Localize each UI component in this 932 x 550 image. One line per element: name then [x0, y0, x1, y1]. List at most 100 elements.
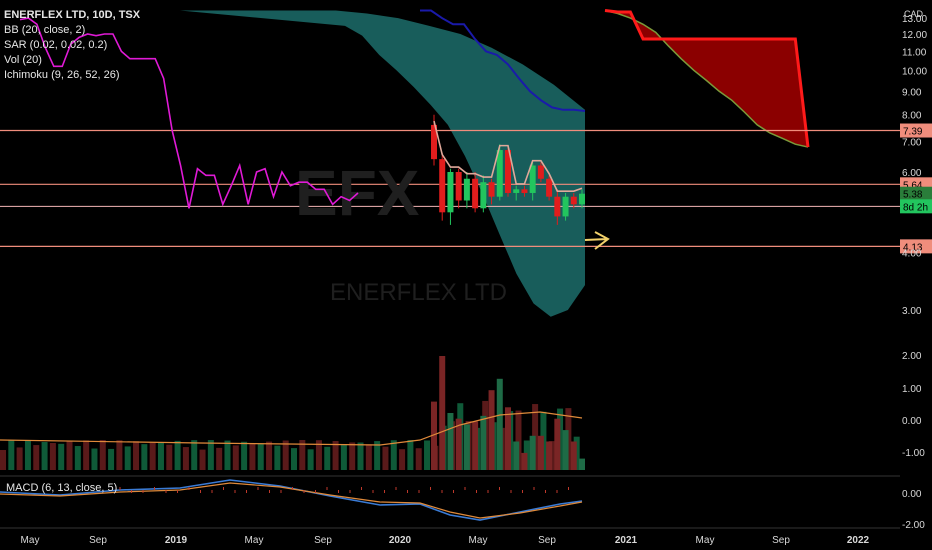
volume-bar: [315, 440, 322, 470]
indicator-sar[interactable]: SAR (0.02, 0.02, 0.2): [4, 39, 108, 51]
volume-bar: [515, 410, 522, 470]
volume-bar: [216, 447, 223, 470]
volume-bar: [41, 442, 48, 470]
volume-bar: [374, 441, 381, 470]
candle-body: [447, 172, 454, 213]
volume-tick: -1.00: [902, 448, 925, 459]
volume-bar: [447, 413, 454, 470]
price-tick: 7.00: [902, 137, 922, 148]
volume-bar: [124, 446, 131, 470]
macd-signal-line: [0, 482, 583, 519]
volume-bar: [49, 443, 56, 470]
volume-tick: 2.00: [902, 351, 922, 362]
candle-body: [521, 189, 528, 193]
volume-bar: [357, 442, 364, 470]
volume-bar: [415, 448, 422, 470]
x-tick-label: May: [469, 535, 488, 546]
x-tick-label: May: [245, 535, 264, 546]
price-label: 4.13: [903, 242, 923, 253]
price-tick: 13.00: [902, 14, 927, 25]
ichimoku-span-b: [604, 9, 810, 148]
volume-bar: [16, 447, 23, 470]
price-tick: 6.00: [902, 168, 922, 179]
volume-bar: [282, 440, 289, 470]
candle-body: [439, 159, 446, 213]
volume-bar: [579, 458, 585, 470]
annotation-arrow: [584, 231, 610, 250]
indicator-ichimoku[interactable]: Ichimoku (9, 26, 52, 26): [4, 69, 120, 81]
volume-bar: [365, 444, 372, 470]
price-badge-bg: [900, 199, 932, 214]
volume-bar: [249, 443, 256, 470]
candle-body: [496, 150, 503, 197]
symbol-title[interactable]: ENERFLEX LTD, 10D, TSX: [4, 9, 141, 21]
candle-body: [537, 165, 544, 179]
candle-body: [579, 193, 585, 205]
volume-bar: [496, 378, 503, 470]
volume-bar: [562, 430, 569, 470]
volume-bar: [91, 448, 98, 470]
price-badge: 8d 2h: [903, 202, 928, 213]
volume-bar: [554, 418, 561, 470]
candle-body: [455, 172, 462, 201]
price-tick: 8.00: [902, 111, 922, 122]
volume-bar: [291, 448, 297, 470]
ichimoku-lagging-span: [19, 17, 359, 209]
volume-bar: [241, 441, 248, 470]
volume-bar: [33, 445, 40, 470]
macd-tick: -2.00: [902, 520, 925, 531]
x-tick-label: 2019: [165, 535, 188, 546]
price-tick: 12.00: [902, 30, 927, 41]
volume-bar: [83, 440, 90, 470]
price-tick: 10.00: [902, 66, 927, 77]
candle-body: [431, 124, 437, 160]
volume-bar: [424, 440, 431, 470]
bollinger-mid-line: [433, 120, 583, 192]
candle-body: [513, 189, 520, 193]
price-badge: 5.38: [903, 190, 923, 201]
x-tick-label: Sep: [89, 535, 107, 546]
x-tick-label: 2020: [389, 535, 412, 546]
volume-bar: [537, 435, 544, 470]
volume-bar: [340, 444, 347, 470]
indicator-macd[interactable]: MACD (6, 13, close, 5): [6, 482, 118, 494]
indicator-vol[interactable]: Vol (20): [4, 54, 42, 66]
candle-body: [488, 182, 495, 197]
volume-bar: [66, 441, 73, 470]
volume-bar: [439, 356, 446, 470]
price-badge-bg: [900, 186, 932, 201]
x-tick-label: Sep: [772, 535, 790, 546]
volume-bar: [232, 445, 239, 470]
volume-bar: [191, 440, 198, 470]
volume-bar: [58, 443, 65, 470]
x-tick-label: May: [696, 535, 715, 546]
indicator-bb[interactable]: BB (20, close, 2): [4, 24, 86, 36]
chart-legend: ENERFLEX LTD, 10D, TSX BB (20, close, 2)…: [4, 8, 140, 83]
volume-bar: [480, 415, 487, 470]
volume-ma-line: [0, 411, 583, 446]
volume-bar: [166, 444, 173, 470]
price-tick: 11.00: [902, 47, 927, 58]
volume-bar: [546, 441, 553, 470]
volume-bar: [324, 446, 331, 470]
watermark-name: ENERFLEX LTD: [330, 279, 507, 306]
volume-bar: [133, 441, 140, 470]
volume-bar: [99, 440, 106, 470]
candle-body: [505, 150, 511, 193]
price-tick: 9.00: [902, 87, 922, 98]
candle-body: [554, 196, 561, 217]
price-label: 5.64: [903, 180, 923, 191]
bollinger-band-fill: [180, 10, 585, 317]
ichimoku-span-a: [604, 9, 809, 148]
volume-bar: [332, 441, 339, 470]
candle-body: [546, 178, 553, 197]
candle-body: [480, 182, 487, 209]
volume-bar: [108, 448, 115, 470]
price-label-bg: [900, 239, 932, 254]
volume-bar: [182, 447, 189, 470]
x-tick-label: 2021: [615, 535, 638, 546]
volume-tick: 0.00: [902, 416, 922, 427]
volume-bar: [157, 442, 164, 470]
volume-bar: [299, 440, 306, 470]
